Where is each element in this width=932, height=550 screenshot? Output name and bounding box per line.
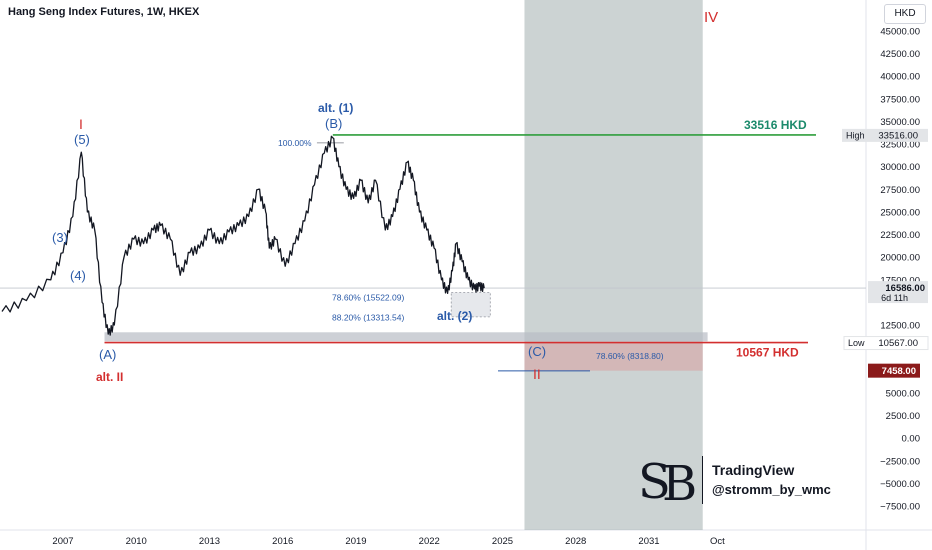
x-tick-label: 2028 bbox=[565, 536, 586, 547]
wave-C-label: (C) bbox=[528, 344, 546, 359]
x-tick-label: 2031 bbox=[638, 536, 659, 547]
current-price-value: 16586.00 bbox=[885, 283, 925, 294]
x-tick-label: 2016 bbox=[272, 536, 293, 547]
current-price-countdown: 6d 11h bbox=[881, 293, 908, 303]
high-price-tag bbox=[842, 128, 928, 142]
y-tick-label: 37500.00 bbox=[880, 94, 920, 105]
wave-5-label: (5) bbox=[74, 132, 90, 147]
wave-alt-1-label: alt. (1) bbox=[318, 101, 353, 115]
price-series-line bbox=[1, 135, 485, 336]
y-tick-label: 0.00 bbox=[902, 434, 921, 445]
high-tag-label: High bbox=[846, 130, 865, 140]
low-band bbox=[104, 332, 708, 342]
svg-text:B: B bbox=[662, 456, 696, 508]
y-tick-label: −7500.00 bbox=[880, 502, 920, 513]
x-tick-label: 2019 bbox=[345, 536, 366, 547]
wave-alt-2-label: alt. (2) bbox=[437, 309, 472, 323]
x-tick-label: 2013 bbox=[199, 536, 220, 547]
svg-text:S: S bbox=[638, 454, 671, 508]
low-price-tag bbox=[843, 336, 929, 351]
y-tick-label: 17500.00 bbox=[880, 275, 920, 286]
fib-882-label: 88.20% (13313.54) bbox=[332, 313, 404, 323]
chart-title: Hang Seng Index Futures, 1W, HKEX bbox=[8, 6, 200, 18]
x-tick-label: Oct bbox=[710, 536, 725, 547]
wave-A-label: (A) bbox=[99, 347, 116, 362]
x-tick-label: 2007 bbox=[52, 536, 73, 547]
y-tick-label: 27500.00 bbox=[880, 185, 920, 196]
low-price-value: 10567.00 bbox=[878, 338, 918, 349]
target-zone bbox=[524, 342, 703, 371]
wave-IV-label: IV bbox=[704, 9, 718, 26]
x-tick-label: 2025 bbox=[492, 536, 513, 547]
fib-100-label: 100.00% bbox=[278, 138, 312, 148]
fib-786-label: 78.60% (15522.09) bbox=[332, 293, 404, 303]
current-price-tag bbox=[868, 281, 928, 304]
brand-platform: TradingView bbox=[712, 462, 795, 478]
x-tick-label: 2010 bbox=[126, 536, 147, 547]
y-tick-label: 5000.00 bbox=[886, 388, 920, 399]
resistance-label: 33516 HKD bbox=[744, 118, 807, 132]
wave-alt-II-label: alt. II bbox=[96, 370, 123, 384]
target-price-value: 7458.00 bbox=[882, 366, 916, 377]
brand-separator bbox=[702, 456, 703, 504]
y-tick-label: 35000.00 bbox=[880, 117, 920, 128]
y-tick-label: 30000.00 bbox=[880, 162, 920, 173]
retracement-box bbox=[450, 292, 491, 318]
wave-B-label: (B) bbox=[325, 116, 342, 131]
high-price-value: 33516.00 bbox=[878, 130, 918, 141]
wave-4-label: (4) bbox=[70, 268, 86, 283]
watermark: S B TradingView @stromm_by_wmc bbox=[636, 452, 866, 512]
wave-I-label: I bbox=[79, 116, 83, 132]
y-tick-label: 20000.00 bbox=[880, 253, 920, 264]
y-tick-label: 42500.00 bbox=[880, 49, 920, 60]
target-price-tag bbox=[868, 363, 920, 378]
support-label: 10567 HKD bbox=[736, 346, 799, 360]
y-tick-label: 2500.00 bbox=[886, 411, 920, 422]
y-tick-label: 12500.00 bbox=[880, 321, 920, 332]
currency-button[interactable]: HKD bbox=[884, 4, 926, 24]
low-tag-label: Low bbox=[848, 338, 865, 348]
projection-zone bbox=[524, 0, 703, 530]
brand-author: @stromm_by_wmc bbox=[712, 482, 831, 497]
y-tick-label: 45000.00 bbox=[880, 27, 920, 38]
y-tick-label: −5000.00 bbox=[880, 479, 920, 490]
y-tick-label: 40000.00 bbox=[880, 72, 920, 83]
wave-II-label: II bbox=[533, 366, 541, 382]
y-tick-label: 25000.00 bbox=[880, 207, 920, 218]
y-tick-label: 32500.00 bbox=[880, 140, 920, 151]
y-tick-label: −2500.00 bbox=[880, 456, 920, 467]
fib-786-target-label: 78.60% (8318.80) bbox=[596, 351, 664, 361]
wave-3-label: (3) bbox=[52, 230, 68, 245]
x-tick-label: 2022 bbox=[419, 536, 440, 547]
sb-logo-icon: S B bbox=[638, 454, 696, 508]
y-tick-label: 22500.00 bbox=[880, 230, 920, 241]
